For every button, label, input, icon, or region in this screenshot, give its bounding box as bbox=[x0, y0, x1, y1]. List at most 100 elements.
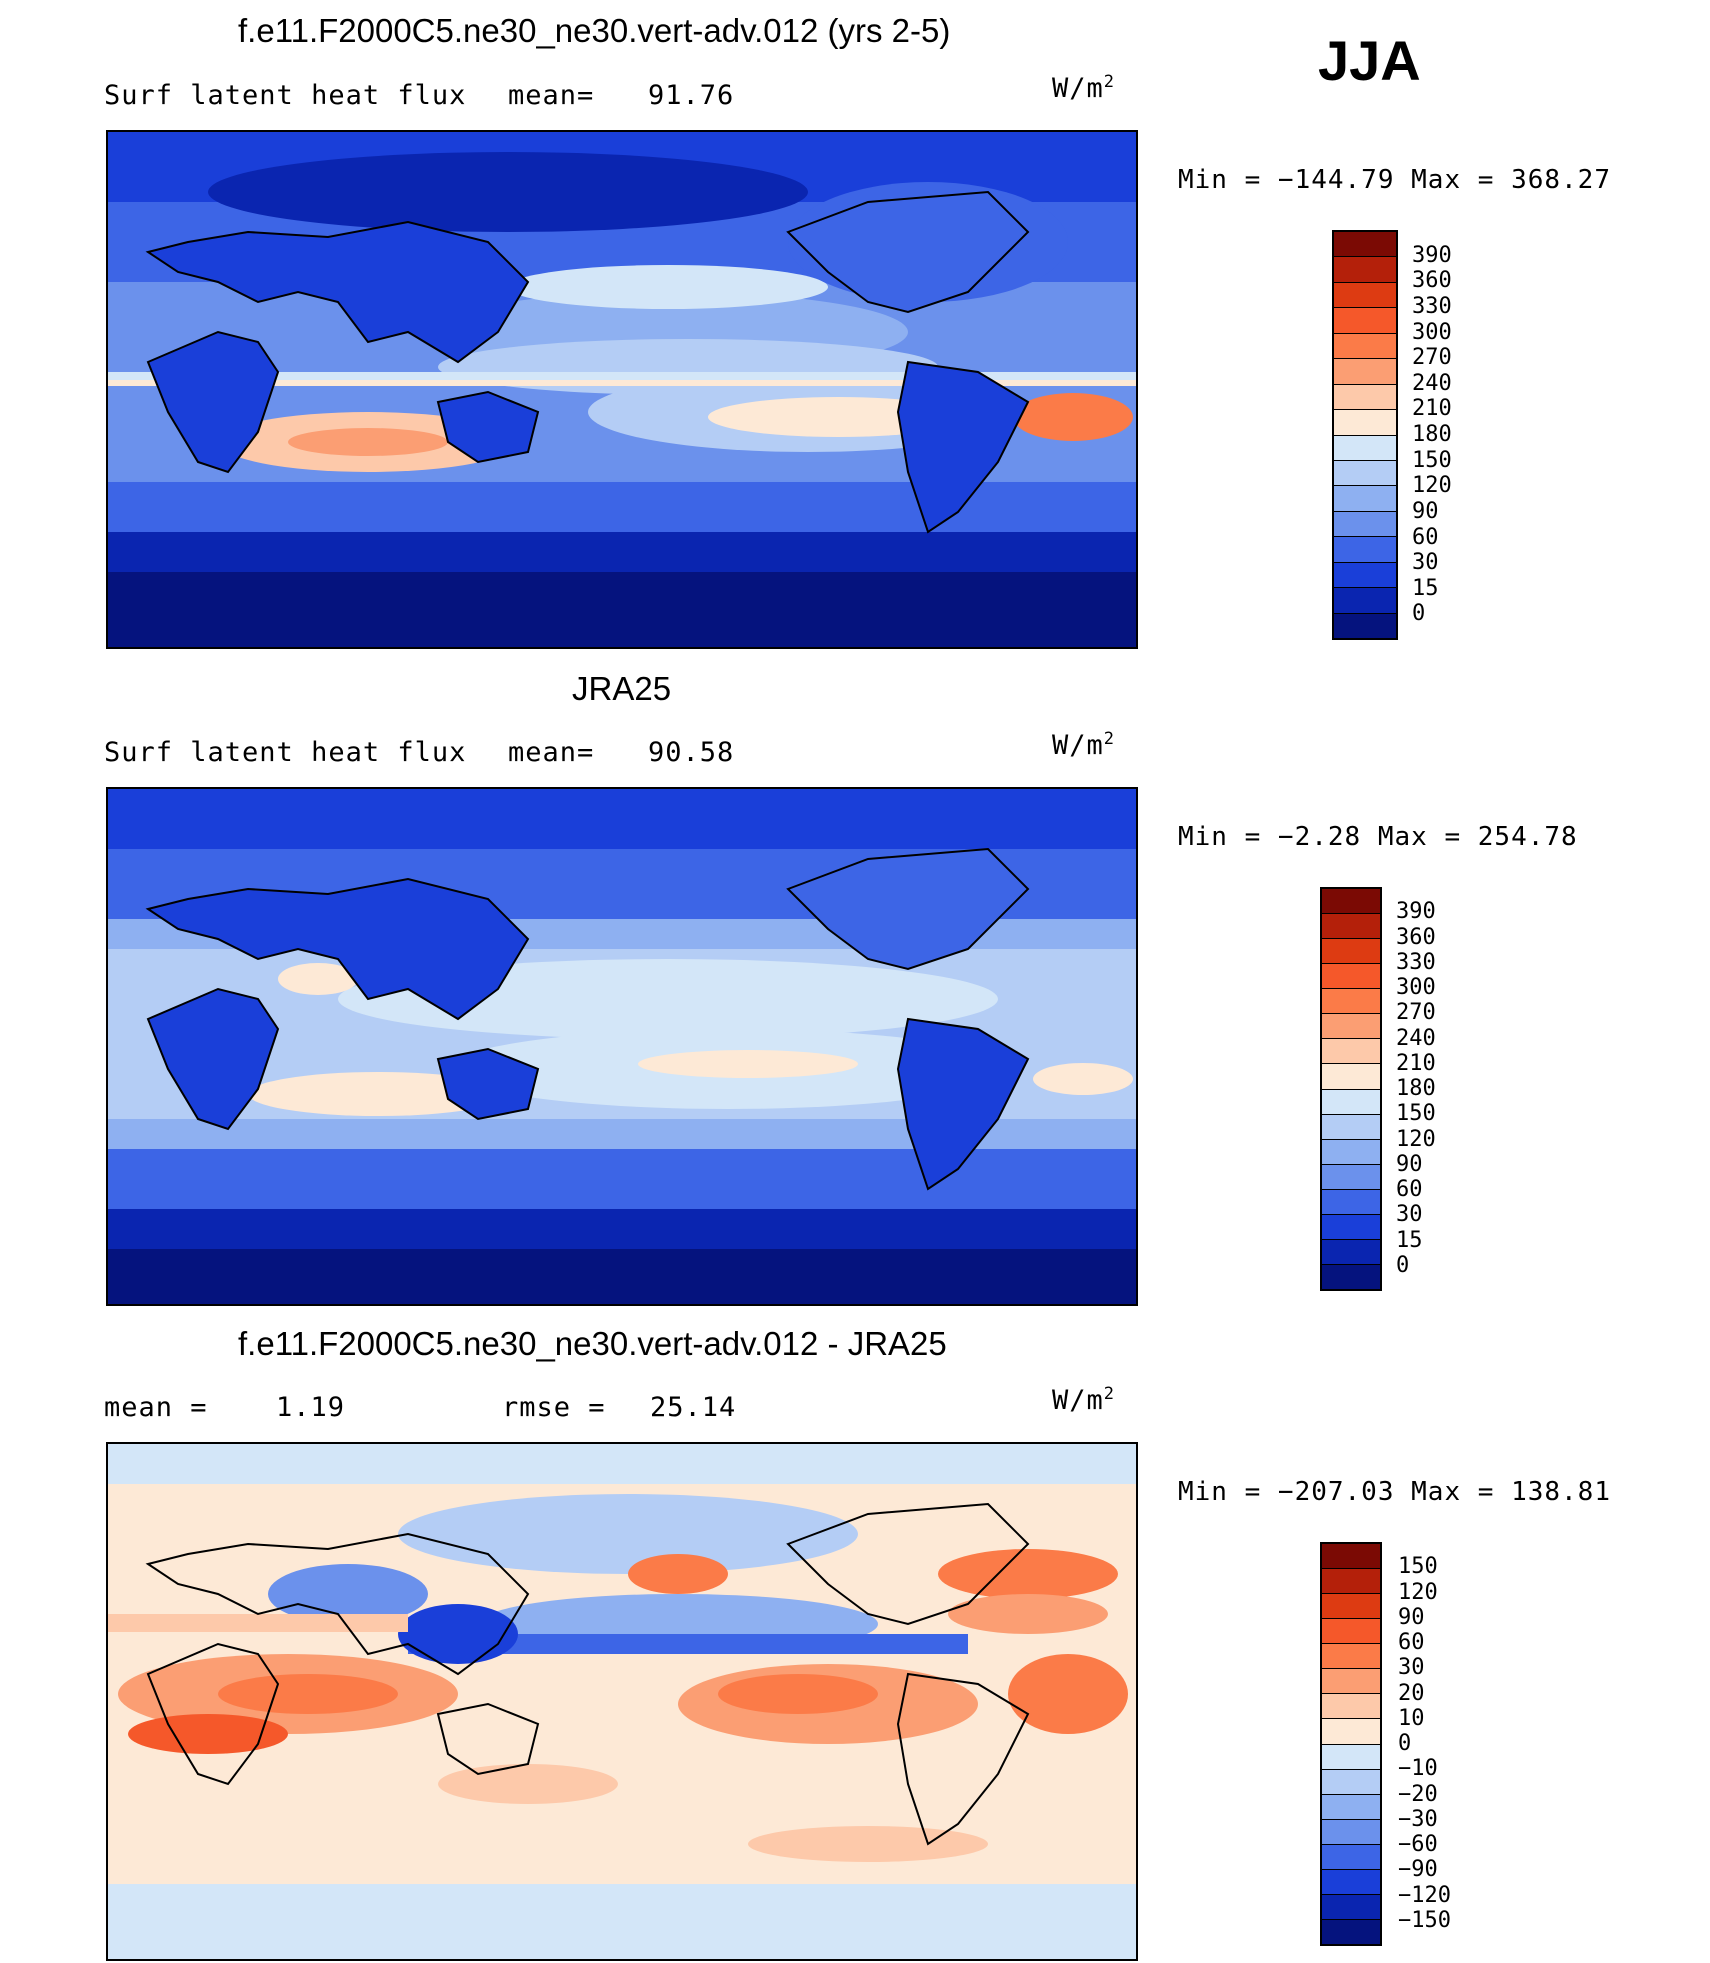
colorbar-tick-label: 360 bbox=[1396, 924, 1436, 950]
colorbar-tick-label: 210 bbox=[1412, 396, 1452, 422]
colorbar-tick-label: 120 bbox=[1412, 473, 1452, 499]
colorbar-swatch bbox=[1334, 588, 1396, 614]
colorbar-swatch bbox=[1322, 1694, 1380, 1720]
colorbar-tick-label: 60 bbox=[1396, 1177, 1423, 1202]
colorbar-tick-label: 10 bbox=[1398, 1705, 1425, 1731]
panel2-map-plot bbox=[108, 789, 1136, 1304]
colorbar-tick-label: 0 bbox=[1398, 1731, 1412, 1756]
colorbar-swatch bbox=[1322, 1644, 1380, 1670]
colorbar-swatch bbox=[1334, 613, 1396, 638]
colorbar-swatch bbox=[1322, 1919, 1380, 1944]
colorbar-tick-label: 120 bbox=[1396, 1126, 1436, 1152]
panel3-minmax: Min = −207.03 Max = 138.81 bbox=[1178, 1477, 1611, 1507]
panel1-mean-label: mean= bbox=[508, 80, 595, 111]
colorbar-swatch bbox=[1322, 1744, 1380, 1770]
panel2-mean-value: 90.58 bbox=[648, 737, 735, 768]
colorbar-swatch bbox=[1322, 914, 1380, 940]
colorbar-tick-label: 30 bbox=[1398, 1655, 1425, 1681]
colorbar-swatch bbox=[1322, 1189, 1380, 1215]
colorbar-swatch bbox=[1322, 1594, 1380, 1620]
colorbar-swatch bbox=[1322, 1164, 1380, 1190]
colorbar-tick-label: 360 bbox=[1412, 268, 1452, 294]
colorbar-swatch bbox=[1322, 1544, 1380, 1570]
colorbar-tick-label: 0 bbox=[1396, 1252, 1410, 1278]
colorbar-swatch bbox=[1334, 333, 1396, 360]
season-label: JJA bbox=[1318, 29, 1421, 92]
colorbar-tick-label: 60 bbox=[1398, 1630, 1425, 1655]
panel3-rmse-value: 25.14 bbox=[650, 1392, 737, 1423]
colorbar-swatch bbox=[1322, 1669, 1380, 1695]
colorbar-swatch bbox=[1322, 1719, 1380, 1745]
colorbar-swatch bbox=[1322, 889, 1380, 915]
panel3-mean-label: mean = bbox=[104, 1392, 208, 1423]
colorbar-tick-label: 30 bbox=[1412, 550, 1439, 576]
panel2-mean-label: mean= bbox=[508, 737, 595, 768]
colorbar-tick-label: −10 bbox=[1398, 1756, 1438, 1782]
panel3-rmse-label: rmse = bbox=[502, 1392, 606, 1423]
colorbar-swatch bbox=[1322, 1869, 1380, 1895]
panel1-units: W/m2 bbox=[1052, 72, 1116, 104]
panel1-minmax: Min = −144.79 Max = 368.27 bbox=[1178, 165, 1611, 195]
colorbar-swatch bbox=[1322, 1619, 1380, 1645]
panel3-map-plot bbox=[108, 1444, 1136, 1959]
colorbar-tick-label: 240 bbox=[1412, 370, 1452, 396]
colorbar-swatch bbox=[1334, 232, 1396, 258]
colorbar-tick-label: 60 bbox=[1412, 524, 1439, 550]
panel3-colorbar-labels: 150 120 90 60 30 20 10 0 −10 −20 −30 −60 −90 −120 −150 bbox=[1398, 1542, 1488, 1946]
colorbar-swatch bbox=[1322, 1064, 1380, 1090]
colorbar-tick-label: 180 bbox=[1412, 422, 1452, 447]
panel2-minmax: Min = −2.28 Max = 254.78 bbox=[1178, 822, 1578, 852]
colorbar-swatch bbox=[1334, 435, 1396, 461]
colorbar-tick-label: 180 bbox=[1396, 1076, 1436, 1101]
colorbar-tick-label: 330 bbox=[1396, 949, 1436, 975]
panel1-map bbox=[106, 130, 1138, 649]
colorbar-swatch bbox=[1322, 1114, 1380, 1140]
colorbar-swatch bbox=[1334, 511, 1396, 538]
colorbar-tick-label: 30 bbox=[1396, 1202, 1423, 1228]
colorbar-tick-label: −60 bbox=[1398, 1832, 1438, 1857]
colorbar-tick-label: 330 bbox=[1412, 293, 1452, 319]
panel3-colorbar bbox=[1320, 1542, 1382, 1946]
colorbar-swatch bbox=[1334, 308, 1396, 334]
panel1-mean-value: 91.76 bbox=[648, 80, 735, 111]
colorbar-swatch bbox=[1322, 1569, 1380, 1595]
colorbar-tick-label: 270 bbox=[1396, 1000, 1436, 1026]
colorbar-swatch bbox=[1322, 1089, 1380, 1115]
colorbar-tick-label: 300 bbox=[1396, 975, 1436, 1000]
colorbar-swatch bbox=[1334, 359, 1396, 385]
colorbar-tick-label: 270 bbox=[1412, 345, 1452, 371]
panel3-mean-value: 1.19 bbox=[276, 1392, 346, 1423]
panel1-title: f.e11.F2000C5.ne30_ne30.vert-adv.012 (yr… bbox=[238, 12, 951, 49]
colorbar-swatch bbox=[1334, 537, 1396, 563]
colorbar-swatch bbox=[1322, 1844, 1380, 1870]
panel1-map-plot bbox=[108, 132, 1136, 647]
panel2-map bbox=[106, 787, 1138, 1306]
colorbar-swatch bbox=[1334, 410, 1396, 436]
panel1-variable-label: Surf latent heat flux bbox=[104, 80, 467, 111]
colorbar-swatch bbox=[1334, 486, 1396, 512]
colorbar-swatch bbox=[1322, 1819, 1380, 1845]
panel2-title: JRA25 bbox=[572, 670, 672, 707]
colorbar-tick-label: 240 bbox=[1396, 1025, 1436, 1051]
colorbar-swatch bbox=[1334, 562, 1396, 589]
panel2-variable-label: Surf latent heat flux bbox=[104, 737, 467, 768]
colorbar-swatch bbox=[1334, 460, 1396, 487]
colorbar-tick-label: 300 bbox=[1412, 319, 1452, 345]
colorbar-swatch bbox=[1334, 257, 1396, 283]
colorbar-tick-label: 150 bbox=[1412, 447, 1452, 473]
colorbar-tick-label: −90 bbox=[1398, 1857, 1438, 1883]
colorbar-tick-label: −120 bbox=[1398, 1882, 1451, 1908]
colorbar-tick-label: 90 bbox=[1398, 1604, 1425, 1630]
colorbar-swatch bbox=[1334, 384, 1396, 411]
colorbar-swatch bbox=[1322, 1139, 1380, 1165]
colorbar-swatch bbox=[1322, 1794, 1380, 1820]
colorbar-swatch bbox=[1322, 939, 1380, 965]
colorbar-tick-label: 15 bbox=[1396, 1227, 1423, 1253]
colorbar-tick-label: 150 bbox=[1398, 1554, 1438, 1580]
colorbar-swatch bbox=[1322, 1769, 1380, 1795]
colorbar-swatch bbox=[1322, 1014, 1380, 1040]
colorbar-tick-label: 150 bbox=[1396, 1101, 1436, 1127]
colorbar-swatch bbox=[1322, 989, 1380, 1015]
colorbar-tick-label: −30 bbox=[1398, 1806, 1438, 1832]
colorbar-swatch bbox=[1322, 1894, 1380, 1920]
